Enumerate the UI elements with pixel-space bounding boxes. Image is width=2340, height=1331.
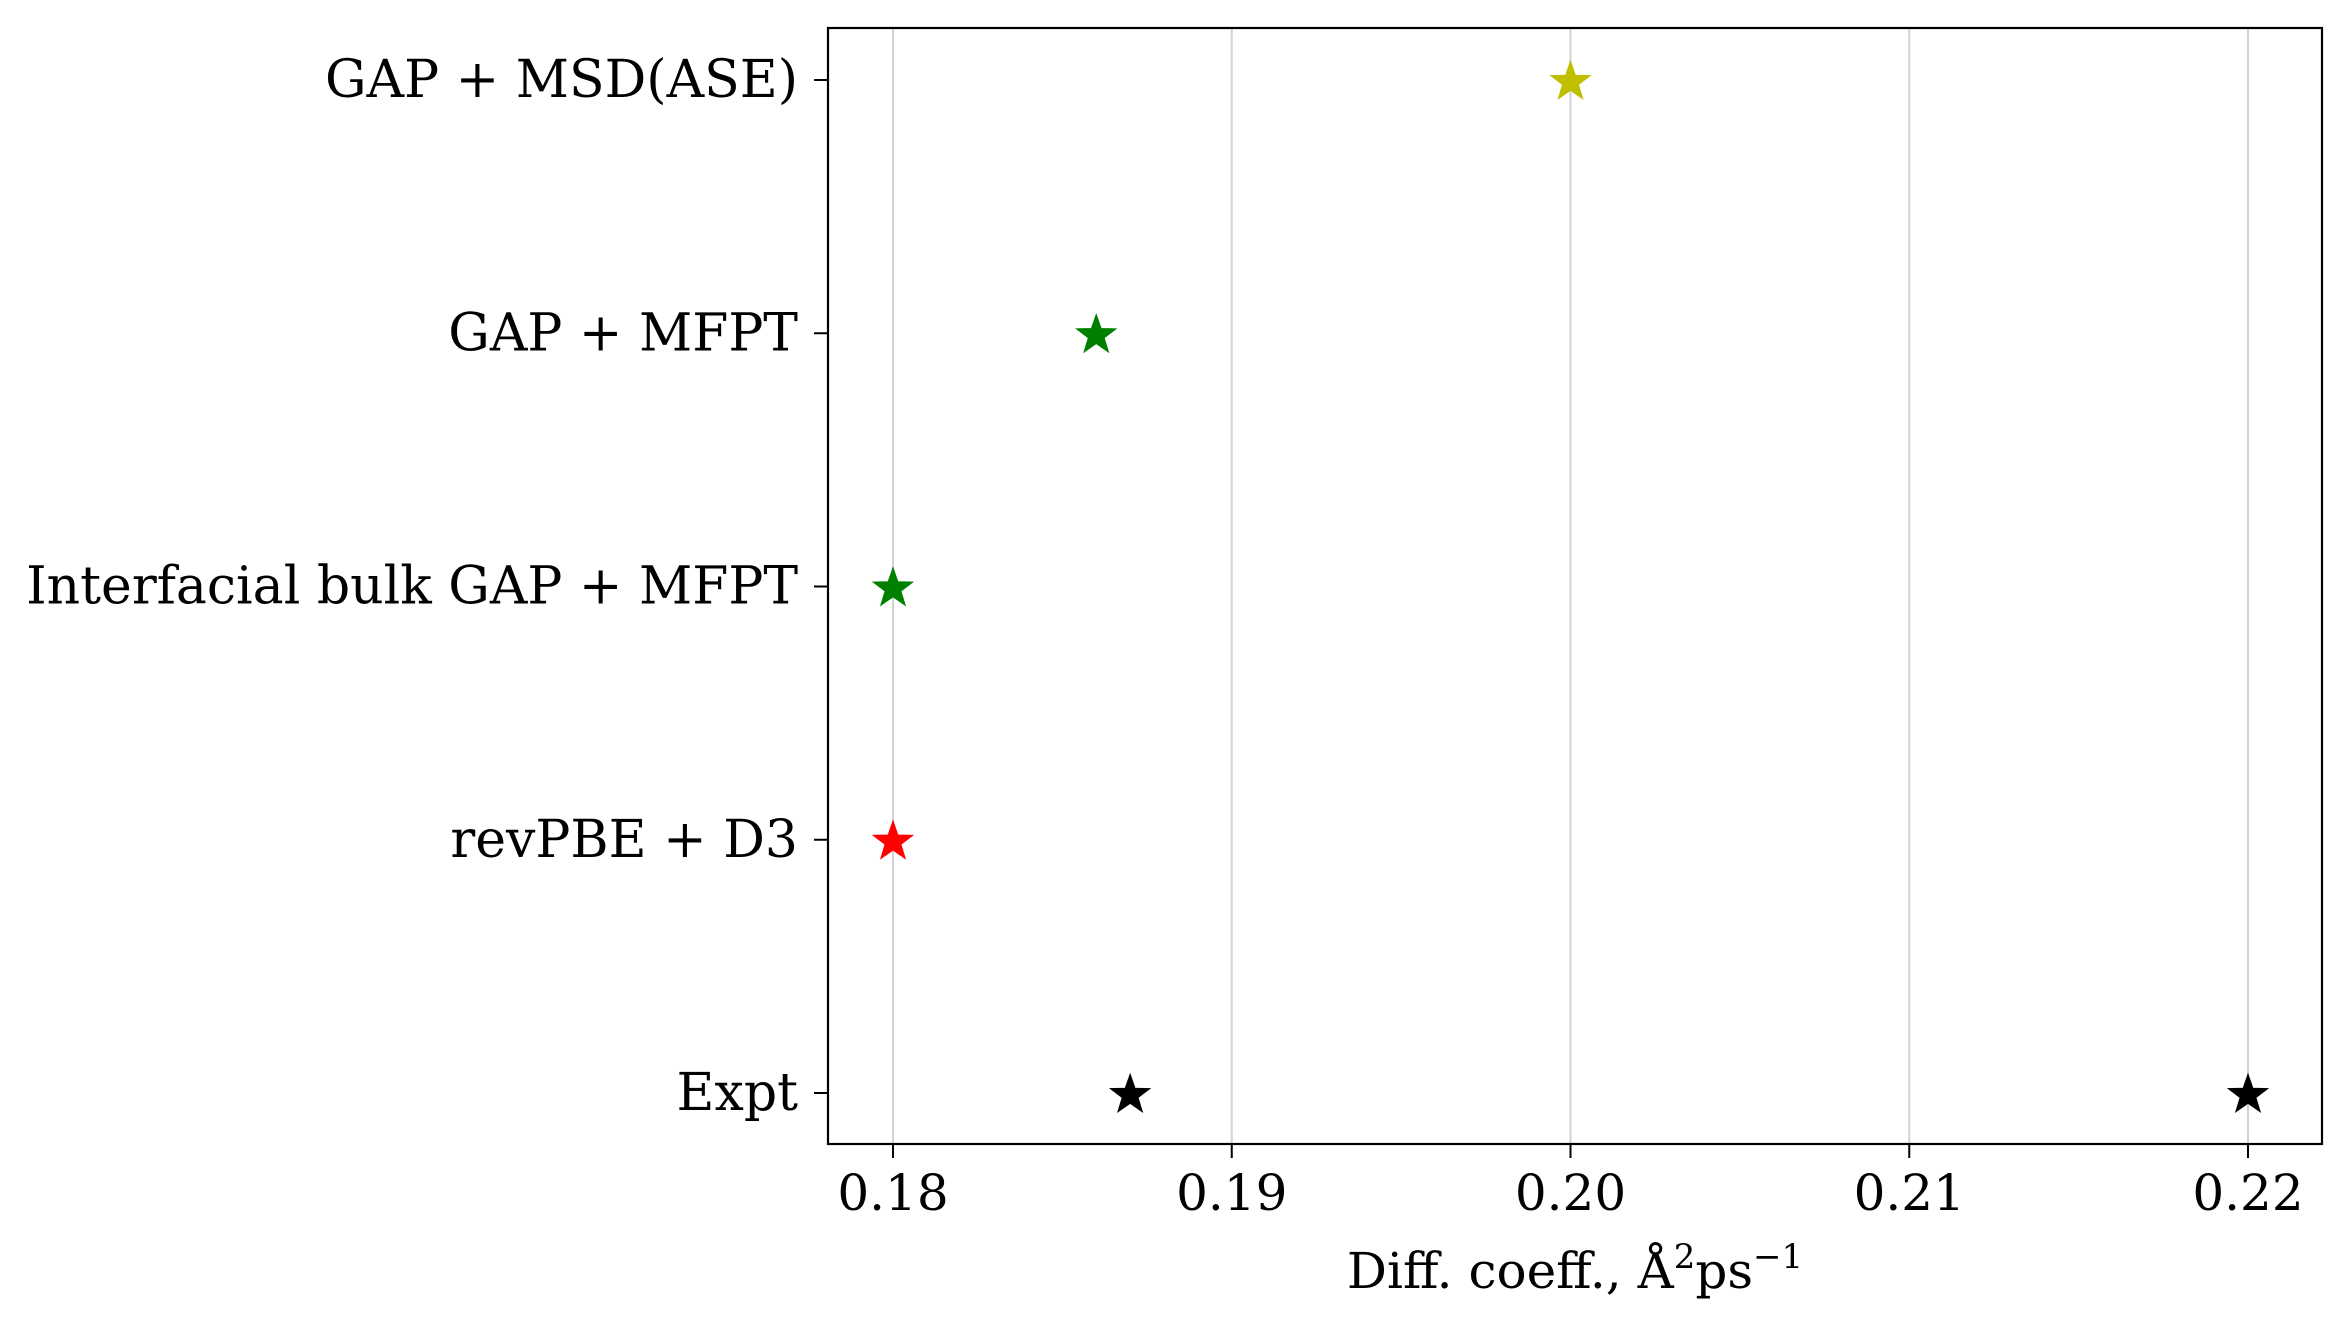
x-tick-label: 0.19: [1176, 1164, 1287, 1222]
x-axis-label-sup2: −1: [1753, 1237, 1803, 1277]
data-point-star: [1549, 59, 1592, 101]
data-point-star: [871, 566, 915, 607]
y-tick-label: Interfacial bulk GAP + MFPT: [26, 557, 798, 617]
y-tick-label: GAP + MFPT: [448, 303, 798, 363]
x-tick-label: 0.22: [2192, 1164, 2303, 1222]
grid-layer: [892, 28, 2249, 1144]
y-tick-label: revPBE + D3: [450, 810, 798, 870]
data-point-star: [1108, 1072, 1152, 1114]
x-tick-label: 0.18: [837, 1164, 948, 1222]
x-axis-label: Diff. coeff., Å2ps−1: [1347, 1237, 1803, 1300]
y-tick-label: GAP + MSD(ASE): [325, 50, 798, 110]
data-point-star: [2226, 1072, 2270, 1114]
y-tick-label: Expt: [677, 1063, 799, 1123]
x-tick-label: 0.20: [1515, 1164, 1626, 1222]
data-point-star: [871, 819, 915, 860]
x-axis-label-mid: ps: [1695, 1242, 1753, 1300]
marker-layer: [871, 59, 2270, 1114]
x-axis-label-sup1: 2: [1674, 1237, 1696, 1277]
plot-frame: [826, 26, 2324, 1146]
x-axis-ticks: 0.18 0.19 0.20 0.21 0.22: [837, 1144, 2304, 1222]
y-axis-ticks: GAP + MSD(ASE) GAP + MFPT Interfacial bulk…: [26, 50, 828, 1123]
x-tick-label: 0.21: [1854, 1164, 1965, 1222]
data-point-star: [1075, 312, 1118, 354]
x-axis-label-prefix: Diff. coeff., Å: [1347, 1241, 1675, 1300]
